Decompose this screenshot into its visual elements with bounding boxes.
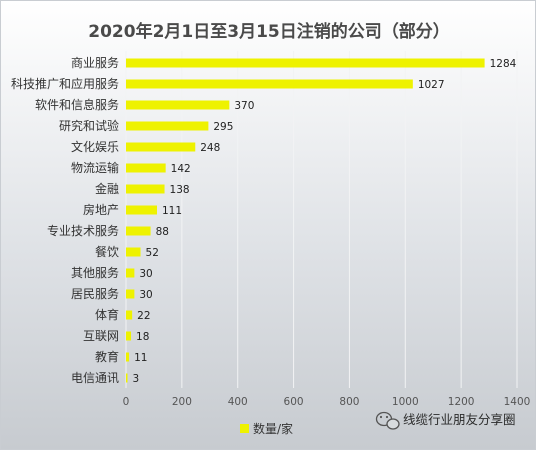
axes: 0 200 400 600 800 1000 1200 1400 商业服务科技推广和应用服务软件… <box>11 55 530 408</box>
bar <box>126 58 485 68</box>
x-tick-label: 800 <box>339 396 359 408</box>
category-label: 互联网 <box>83 329 119 343</box>
bar <box>126 268 135 278</box>
x-tick-label: 1200 <box>448 396 475 408</box>
category-label: 商业服务 <box>71 55 119 70</box>
legend-swatch <box>240 424 249 433</box>
data-label: 248 <box>200 142 220 154</box>
chart-title: 2020年2月1日至3月15日注销的公司（部分） <box>88 21 449 42</box>
x-tick-label: 1000 <box>392 396 419 408</box>
data-label: 295 <box>213 121 233 133</box>
category-label: 教育 <box>95 349 119 364</box>
bar <box>126 373 128 383</box>
watermark: 线缆行业朋友分享圈 <box>375 411 516 430</box>
bar <box>126 121 209 131</box>
category-label: 体育 <box>95 307 119 322</box>
data-label: 11 <box>134 352 147 364</box>
data-label: 370 <box>234 100 254 112</box>
legend-label: 数量/家 <box>253 421 293 436</box>
data-label: 88 <box>156 226 169 238</box>
category-label: 其他服务 <box>71 265 119 280</box>
data-label: 30 <box>139 289 152 301</box>
bar <box>126 247 141 257</box>
category-label: 餐饮 <box>95 244 119 259</box>
category-label: 科技推广和应用服务 <box>11 76 119 91</box>
bar <box>126 205 158 215</box>
x-tick-label: 400 <box>228 396 248 408</box>
category-label: 电信通讯 <box>71 371 119 385</box>
category-label: 居民服务 <box>71 286 119 301</box>
category-label: 金融 <box>95 181 119 196</box>
bar <box>126 184 165 194</box>
x-tick-label: 0 <box>123 396 130 408</box>
data-label: 18 <box>136 331 149 343</box>
category-label: 专业技术服务 <box>47 223 119 238</box>
watermark-text: 线缆行业朋友分享圈 <box>403 412 516 427</box>
data-label: 3 <box>133 373 140 385</box>
bar <box>126 142 196 152</box>
bar <box>126 331 132 341</box>
x-tick-label: 1400 <box>504 396 531 408</box>
category-label: 物流运输 <box>71 160 119 175</box>
x-tick-label: 600 <box>284 396 304 408</box>
category-label: 软件和信息服务 <box>35 97 119 112</box>
legend: 数量/家 <box>240 421 293 436</box>
wechat-icon <box>375 411 400 430</box>
data-label: 22 <box>137 310 150 322</box>
data-label: 142 <box>171 163 191 175</box>
data-label: 1284 <box>490 58 517 70</box>
bar <box>126 79 413 89</box>
bar <box>126 352 130 362</box>
category-label: 房地产 <box>83 202 119 217</box>
data-label: 30 <box>139 268 152 280</box>
data-label: 52 <box>146 247 159 259</box>
data-label: 1027 <box>418 79 445 91</box>
bar <box>126 226 151 236</box>
bar <box>126 100 230 110</box>
data-label: 138 <box>170 184 190 196</box>
category-label: 研究和试验 <box>59 118 119 133</box>
bar <box>126 163 166 173</box>
bar <box>126 310 133 320</box>
x-tick-label: 200 <box>172 396 192 408</box>
bar <box>126 289 135 299</box>
category-label: 文化娱乐 <box>71 139 119 154</box>
data-label: 111 <box>162 205 182 217</box>
